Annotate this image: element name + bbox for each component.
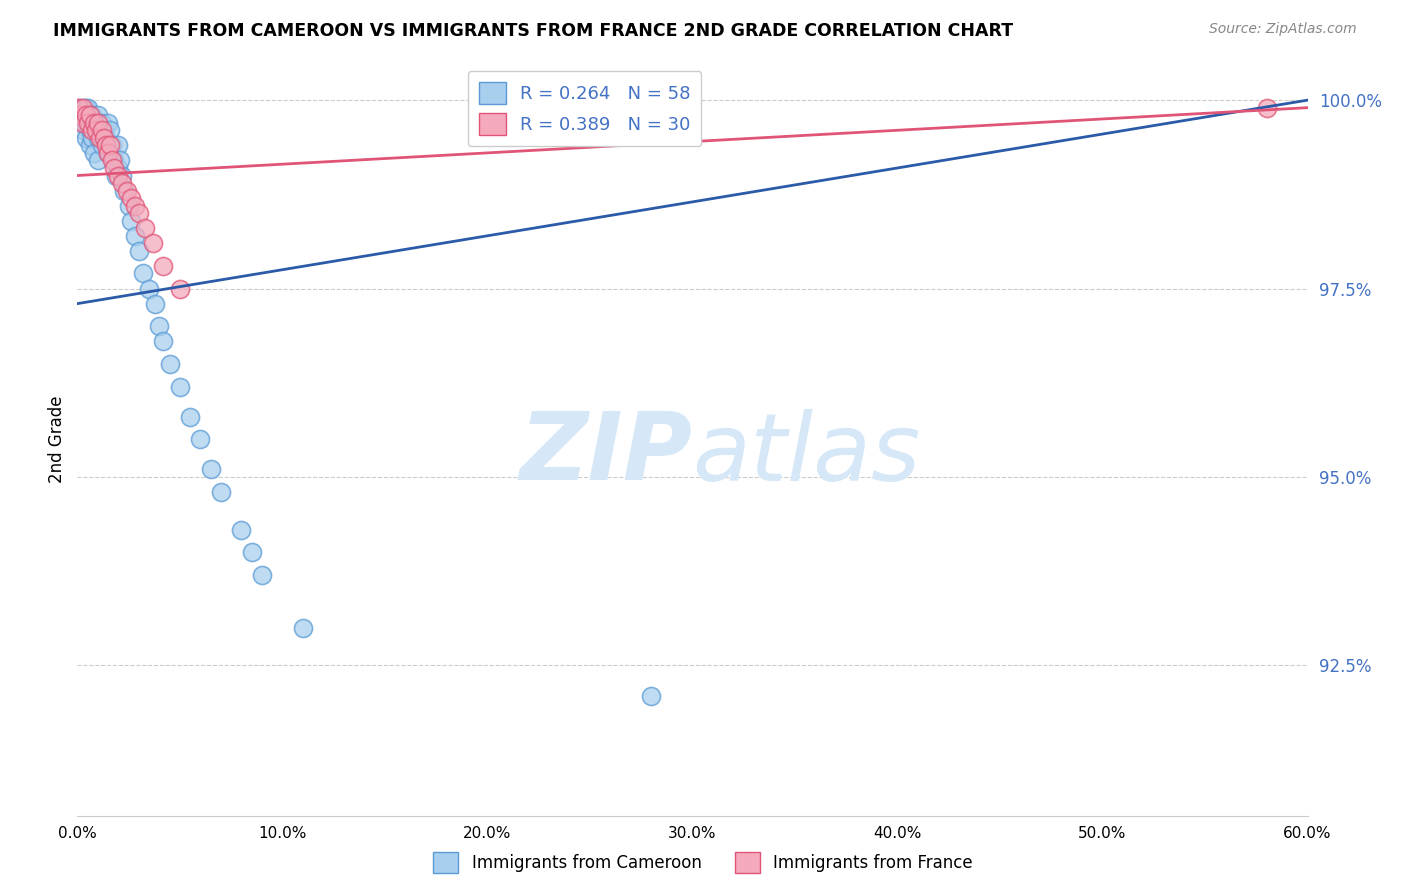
Point — [98, 123, 121, 137]
Point — [132, 267, 155, 281]
Point — [75, 130, 97, 145]
Point — [84, 123, 107, 137]
Point — [148, 319, 170, 334]
Text: atlas: atlas — [693, 409, 921, 500]
Point — [200, 462, 222, 476]
Point — [93, 130, 115, 145]
Text: Source: ZipAtlas.com: Source: ZipAtlas.com — [1209, 22, 1357, 37]
Point — [76, 116, 98, 130]
Point — [101, 153, 124, 168]
Point — [84, 123, 107, 137]
Point — [89, 123, 111, 137]
Point — [87, 116, 110, 130]
Point — [114, 184, 136, 198]
Point — [291, 621, 314, 635]
Point — [138, 281, 160, 295]
Point — [179, 409, 201, 424]
Point — [169, 379, 191, 393]
Point — [169, 281, 191, 295]
Point — [188, 433, 212, 447]
Point — [110, 153, 132, 168]
Point — [75, 116, 97, 130]
Y-axis label: 2nd Grade: 2nd Grade — [48, 395, 66, 483]
Point — [143, 296, 166, 310]
Point — [107, 161, 129, 175]
Point — [90, 116, 114, 130]
Point — [120, 213, 142, 227]
Point — [103, 161, 125, 175]
Point — [72, 116, 94, 130]
Point — [72, 108, 94, 122]
Text: IMMIGRANTS FROM CAMEROON VS IMMIGRANTS FROM FRANCE 2ND GRADE CORRELATION CHART: IMMIGRANTS FROM CAMEROON VS IMMIGRANTS F… — [53, 22, 1014, 40]
Point — [152, 259, 174, 273]
Point — [209, 485, 232, 500]
Point — [89, 130, 111, 145]
Point — [80, 108, 103, 122]
Point — [152, 334, 174, 349]
Point — [72, 101, 94, 115]
Point — [142, 236, 165, 251]
Point — [159, 357, 181, 371]
Point — [70, 108, 93, 122]
Point — [83, 145, 105, 160]
Point — [72, 123, 94, 137]
Point — [83, 116, 105, 130]
Point — [80, 130, 103, 145]
Point — [134, 221, 156, 235]
Legend: Immigrants from Cameroon, Immigrants from France: Immigrants from Cameroon, Immigrants fro… — [426, 846, 980, 880]
Point — [80, 123, 103, 137]
Point — [97, 116, 120, 130]
Point — [67, 101, 90, 115]
Point — [111, 176, 134, 190]
Point — [87, 153, 110, 168]
Text: ZIP: ZIP — [520, 409, 693, 500]
Point — [70, 108, 93, 122]
Point — [87, 108, 110, 122]
Point — [97, 145, 120, 160]
Point — [98, 138, 121, 153]
Point — [250, 568, 273, 582]
Point — [105, 169, 128, 183]
Point — [76, 101, 98, 115]
Legend: R = 0.264   N = 58, R = 0.389   N = 30: R = 0.264 N = 58, R = 0.389 N = 30 — [468, 71, 702, 146]
Point — [115, 184, 138, 198]
Point — [97, 145, 120, 160]
Point — [94, 130, 117, 145]
Point — [640, 689, 662, 703]
Point — [79, 108, 101, 122]
Point — [83, 116, 105, 130]
Point — [79, 123, 101, 137]
Point — [124, 228, 146, 243]
Point — [120, 191, 142, 205]
Point — [1256, 101, 1278, 115]
Point — [75, 101, 97, 115]
Point — [87, 130, 110, 145]
Point — [128, 244, 150, 258]
Point — [124, 199, 146, 213]
Point — [67, 101, 90, 115]
Point — [117, 199, 139, 213]
Point — [128, 206, 150, 220]
Point — [103, 153, 125, 168]
Point — [79, 108, 101, 122]
Point — [90, 123, 114, 137]
Point — [94, 138, 117, 153]
Point — [101, 138, 124, 153]
Point — [75, 108, 97, 122]
Point — [72, 101, 94, 115]
Point — [231, 523, 253, 537]
Point — [111, 169, 134, 183]
Point — [107, 169, 129, 183]
Point — [107, 138, 129, 153]
Point — [76, 116, 98, 130]
Point — [93, 123, 115, 137]
Point — [240, 545, 263, 559]
Point — [79, 138, 101, 153]
Point — [90, 138, 114, 153]
Point — [70, 116, 93, 130]
